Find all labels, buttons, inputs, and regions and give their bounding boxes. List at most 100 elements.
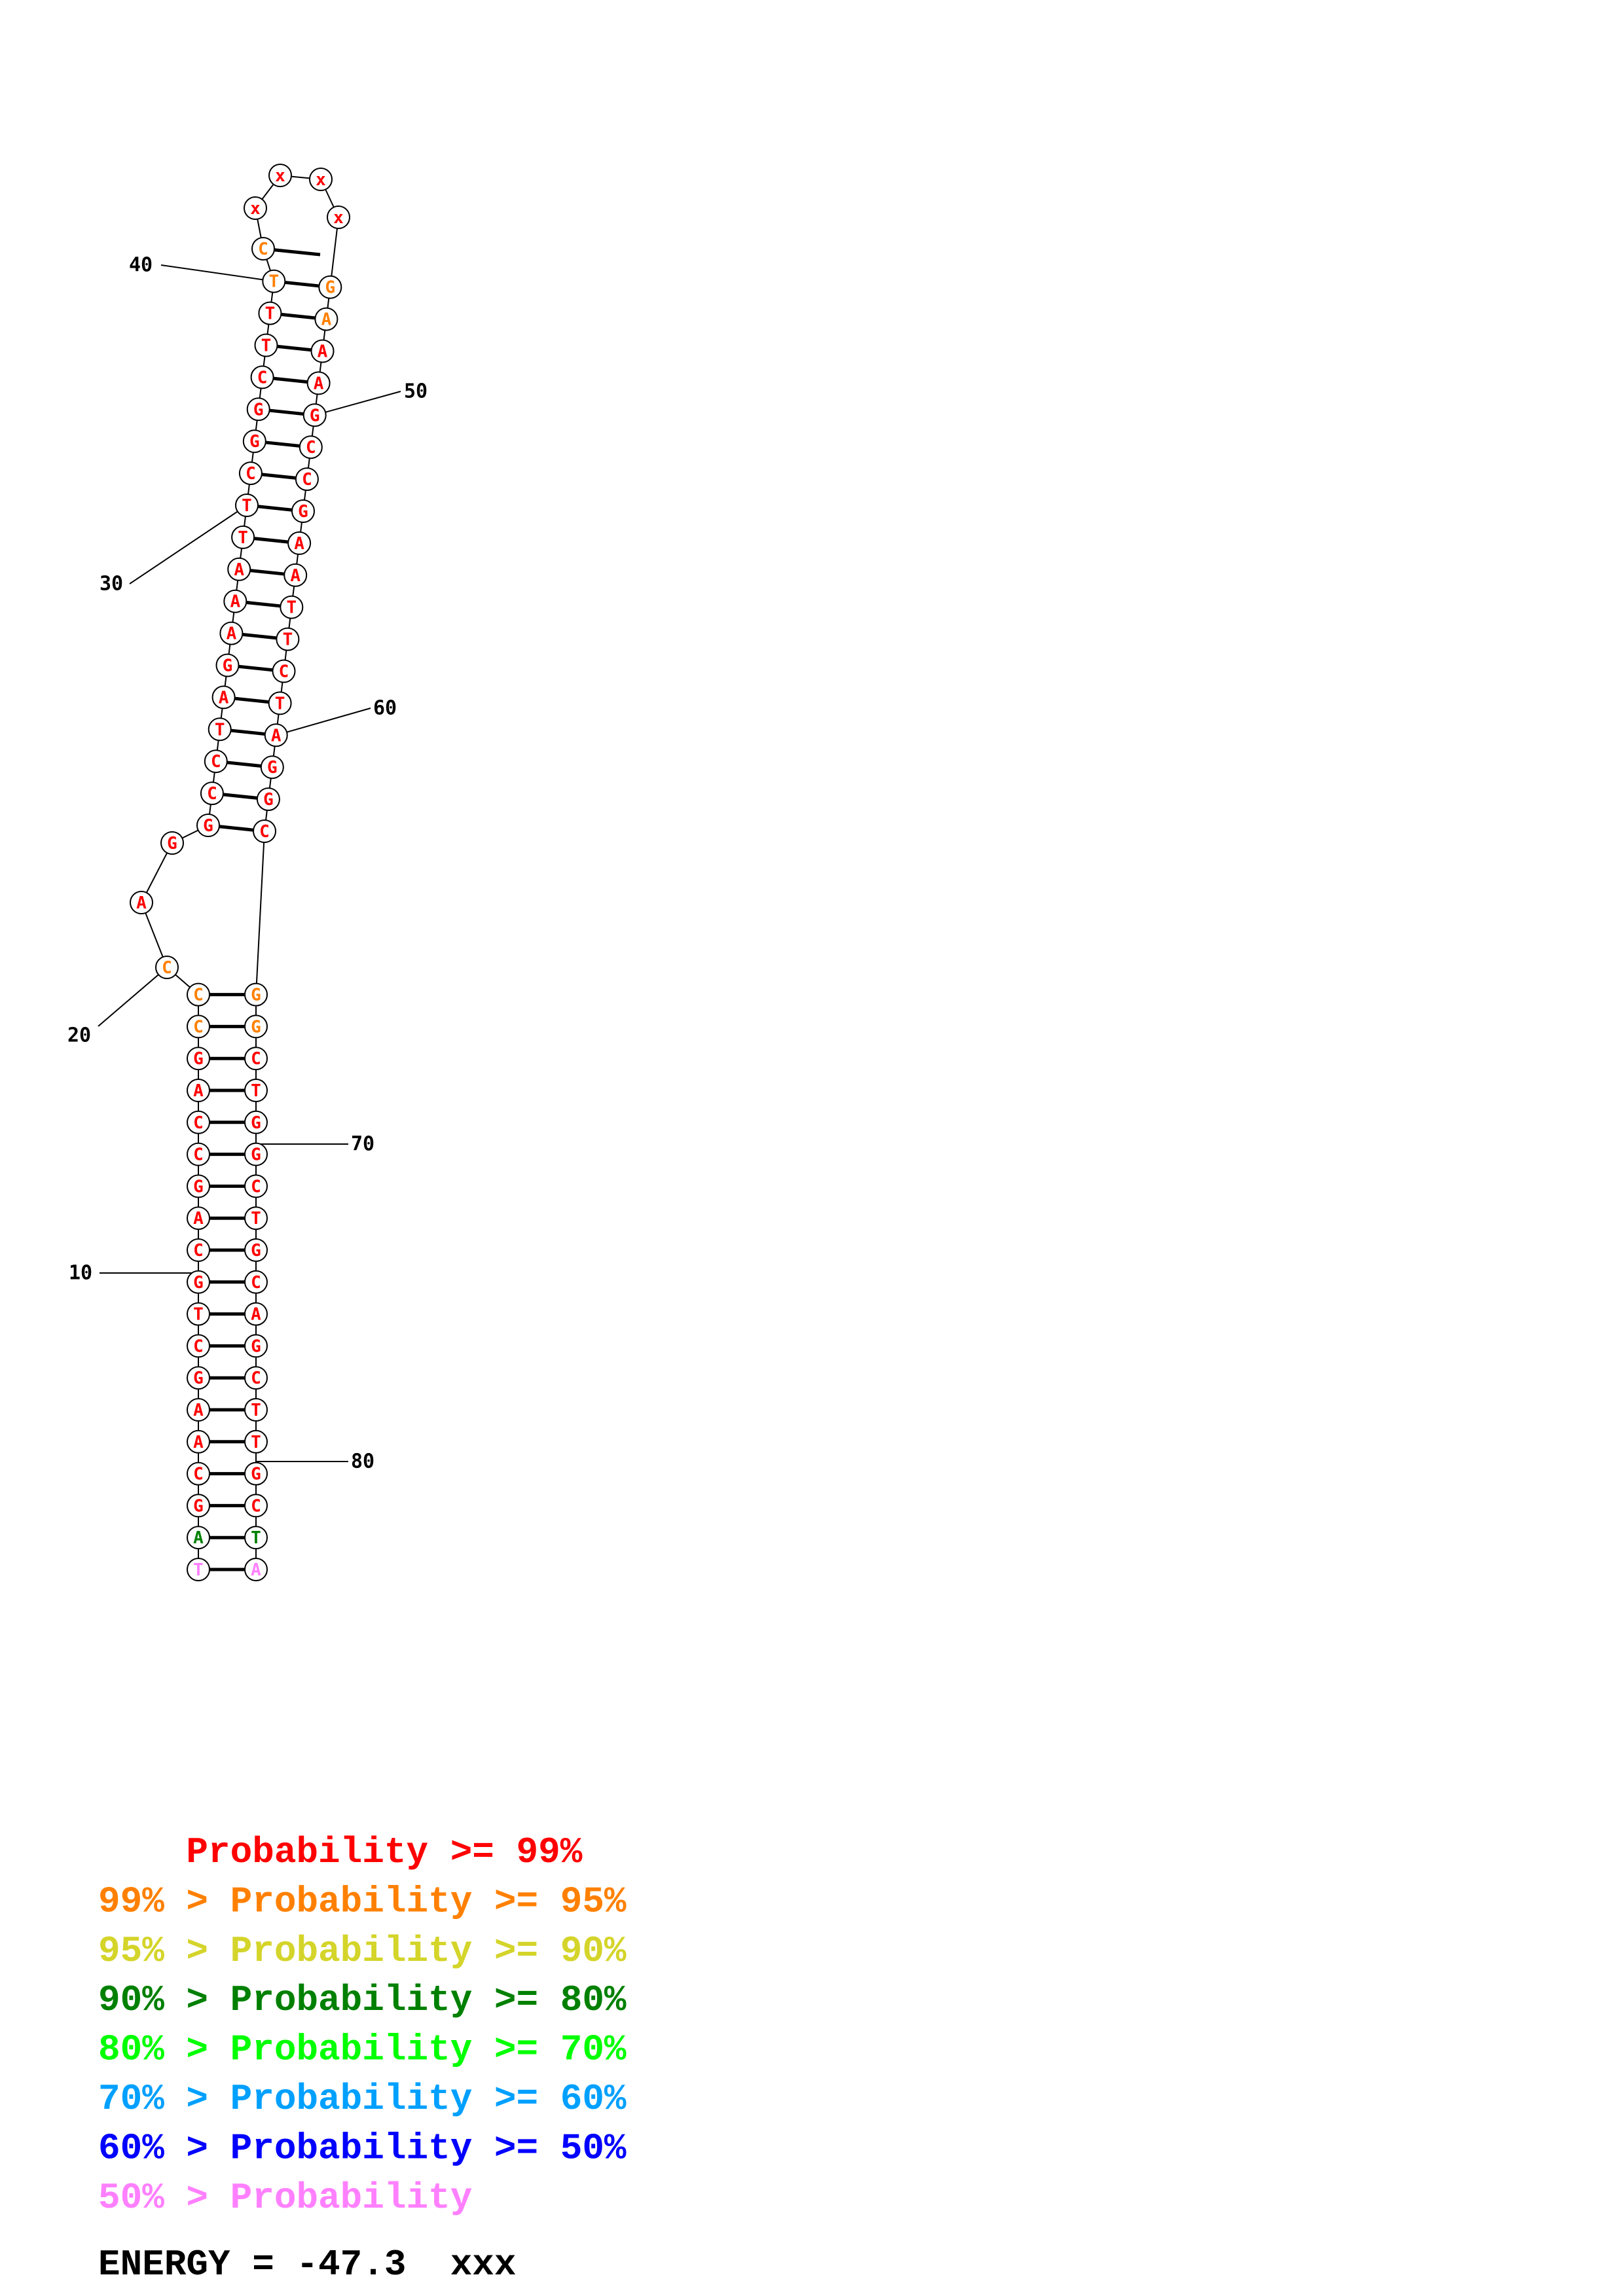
nucleotide-letter: G xyxy=(251,1145,261,1165)
nucleotide: C xyxy=(244,1494,268,1518)
nucleotide: G xyxy=(244,982,268,1007)
nucleotide: G xyxy=(244,1462,268,1486)
nucleotide: C xyxy=(187,1014,210,1039)
nucleotide-letter: T xyxy=(193,1305,204,1325)
nucleotide-letter: T xyxy=(265,304,276,324)
nucleotide: A xyxy=(306,371,331,395)
nucleotide: G xyxy=(244,1238,268,1262)
nucleotide: A xyxy=(264,723,288,747)
nucleotide: A xyxy=(310,339,335,363)
nucleotide: A xyxy=(187,1526,210,1550)
energy-label: ENERGY = -47.3 xxx xyxy=(98,2244,517,2286)
position-label: 50 xyxy=(404,380,428,403)
nucleotide: A xyxy=(227,557,251,581)
nucleotide: T xyxy=(244,1206,268,1230)
nucleotide: G xyxy=(215,653,240,677)
nucleotide: C xyxy=(238,461,263,486)
nucleotide-letter: A xyxy=(193,1401,204,1420)
nucleotide: G xyxy=(242,429,266,454)
position-tick xyxy=(160,264,274,282)
nucleotide-letter: G xyxy=(251,1017,261,1037)
position-label: 70 xyxy=(351,1133,374,1156)
nucleotide: T xyxy=(268,691,292,715)
nucleotide-letter: T xyxy=(251,1401,261,1420)
nucleotide: T xyxy=(244,1398,268,1422)
nucleotide: A xyxy=(187,1206,210,1230)
nucleotide-letter: C xyxy=(207,784,217,804)
nucleotide-letter: G xyxy=(193,1273,204,1293)
nucleotide: T xyxy=(187,1558,210,1581)
nucleotide: C xyxy=(187,1238,210,1262)
position-label: 10 xyxy=(69,1262,92,1285)
nucleotide-letter: G xyxy=(310,406,320,425)
nucleotide: C xyxy=(253,819,276,843)
nucleotide-letter: G xyxy=(325,278,335,298)
nucleotide-letter: T xyxy=(251,1433,261,1452)
nucleotide-letter: A xyxy=(136,893,147,913)
nucleotide: C xyxy=(187,1462,210,1486)
nucleotide-letter: C xyxy=(279,662,289,682)
nucleotide: G xyxy=(260,755,284,780)
nucleotide-letter: C xyxy=(251,1496,261,1516)
nucleotide: C xyxy=(187,1110,210,1134)
nucleotide-letter: A xyxy=(271,726,282,745)
legend-entry: 99% > Probability >= 95% xyxy=(98,1880,627,1922)
nucleotide: G xyxy=(160,831,184,855)
position-tick xyxy=(98,967,168,1027)
nucleotide-letter: G xyxy=(267,758,278,778)
nucleotide-letter: T xyxy=(268,272,279,292)
backbone-segment xyxy=(255,831,265,995)
nucleotide-letter: C xyxy=(211,752,221,772)
nucleotide: T xyxy=(258,301,282,325)
legend-entry: 70% > Probability >= 60% xyxy=(98,2078,627,2120)
nucleotide-letter: G xyxy=(251,986,261,1005)
nucleotide-letter: A xyxy=(251,1560,261,1580)
nucleotide-letter: C xyxy=(193,1465,204,1484)
nucleotide-letter: C xyxy=(193,1145,204,1165)
nucleotide: C xyxy=(200,781,224,806)
position-tick xyxy=(314,391,401,416)
nucleotide-letter: T xyxy=(261,336,272,356)
nucleotide-letter: C xyxy=(251,1273,261,1293)
nucleotide: C xyxy=(244,1047,268,1071)
nucleotide: G xyxy=(187,1047,210,1071)
nucleotide-letter: x xyxy=(250,199,261,219)
legend-entry: 95% > Probability >= 90% xyxy=(98,1930,627,1972)
legend-entry: Probability >= 99% xyxy=(98,1831,583,1873)
nucleotide: G xyxy=(244,1014,268,1039)
nucleotide-letter: A xyxy=(290,566,301,586)
nucleotide: C xyxy=(204,749,228,774)
nucleotide: A xyxy=(244,1558,268,1581)
legend-entry: 80% > Probability >= 70% xyxy=(98,2029,627,2071)
nucleotides: TAGCAAGCTGCAGCCAGCCCAGGCCTAGAAATTCGGCTTT… xyxy=(130,164,350,1581)
nucleotide-letter: C xyxy=(257,368,268,387)
nucleotide: x xyxy=(244,196,267,220)
nucleotide: T xyxy=(244,1526,268,1550)
position-tick xyxy=(276,708,371,736)
nucleotide-letter: C xyxy=(251,1369,261,1388)
nucleotide: T xyxy=(235,493,259,517)
nucleotide: C xyxy=(155,956,179,979)
nucleotide: G xyxy=(187,1494,210,1518)
nucleotide: C xyxy=(244,1174,268,1198)
nucleotide: C xyxy=(187,982,210,1007)
nucleotide: G xyxy=(187,1366,210,1390)
nucleotide: A xyxy=(283,563,308,587)
position-label: 30 xyxy=(100,573,123,596)
nucleotide: C xyxy=(244,1366,268,1390)
nucleotide: C xyxy=(272,659,296,683)
nucleotide: T xyxy=(262,269,286,293)
nucleotide: A xyxy=(187,1398,210,1422)
nucleotide: A xyxy=(130,891,153,914)
nucleotide-letter: G xyxy=(193,1369,204,1388)
nucleotide-letter: G xyxy=(203,816,213,836)
nucleotide-letter: C xyxy=(302,470,312,490)
nucleotide: G xyxy=(291,499,315,523)
probability-legend: Probability >= 99% 99% > Probability >= 9… xyxy=(98,1831,627,2219)
legend-entry: 90% > Probability >= 80% xyxy=(98,1979,627,2021)
nucleotide-letter: T xyxy=(283,630,293,650)
nucleotide-letter: C xyxy=(306,438,316,457)
nucleotide-letter: A xyxy=(227,624,237,644)
nucleotide-letter: G xyxy=(253,400,264,420)
